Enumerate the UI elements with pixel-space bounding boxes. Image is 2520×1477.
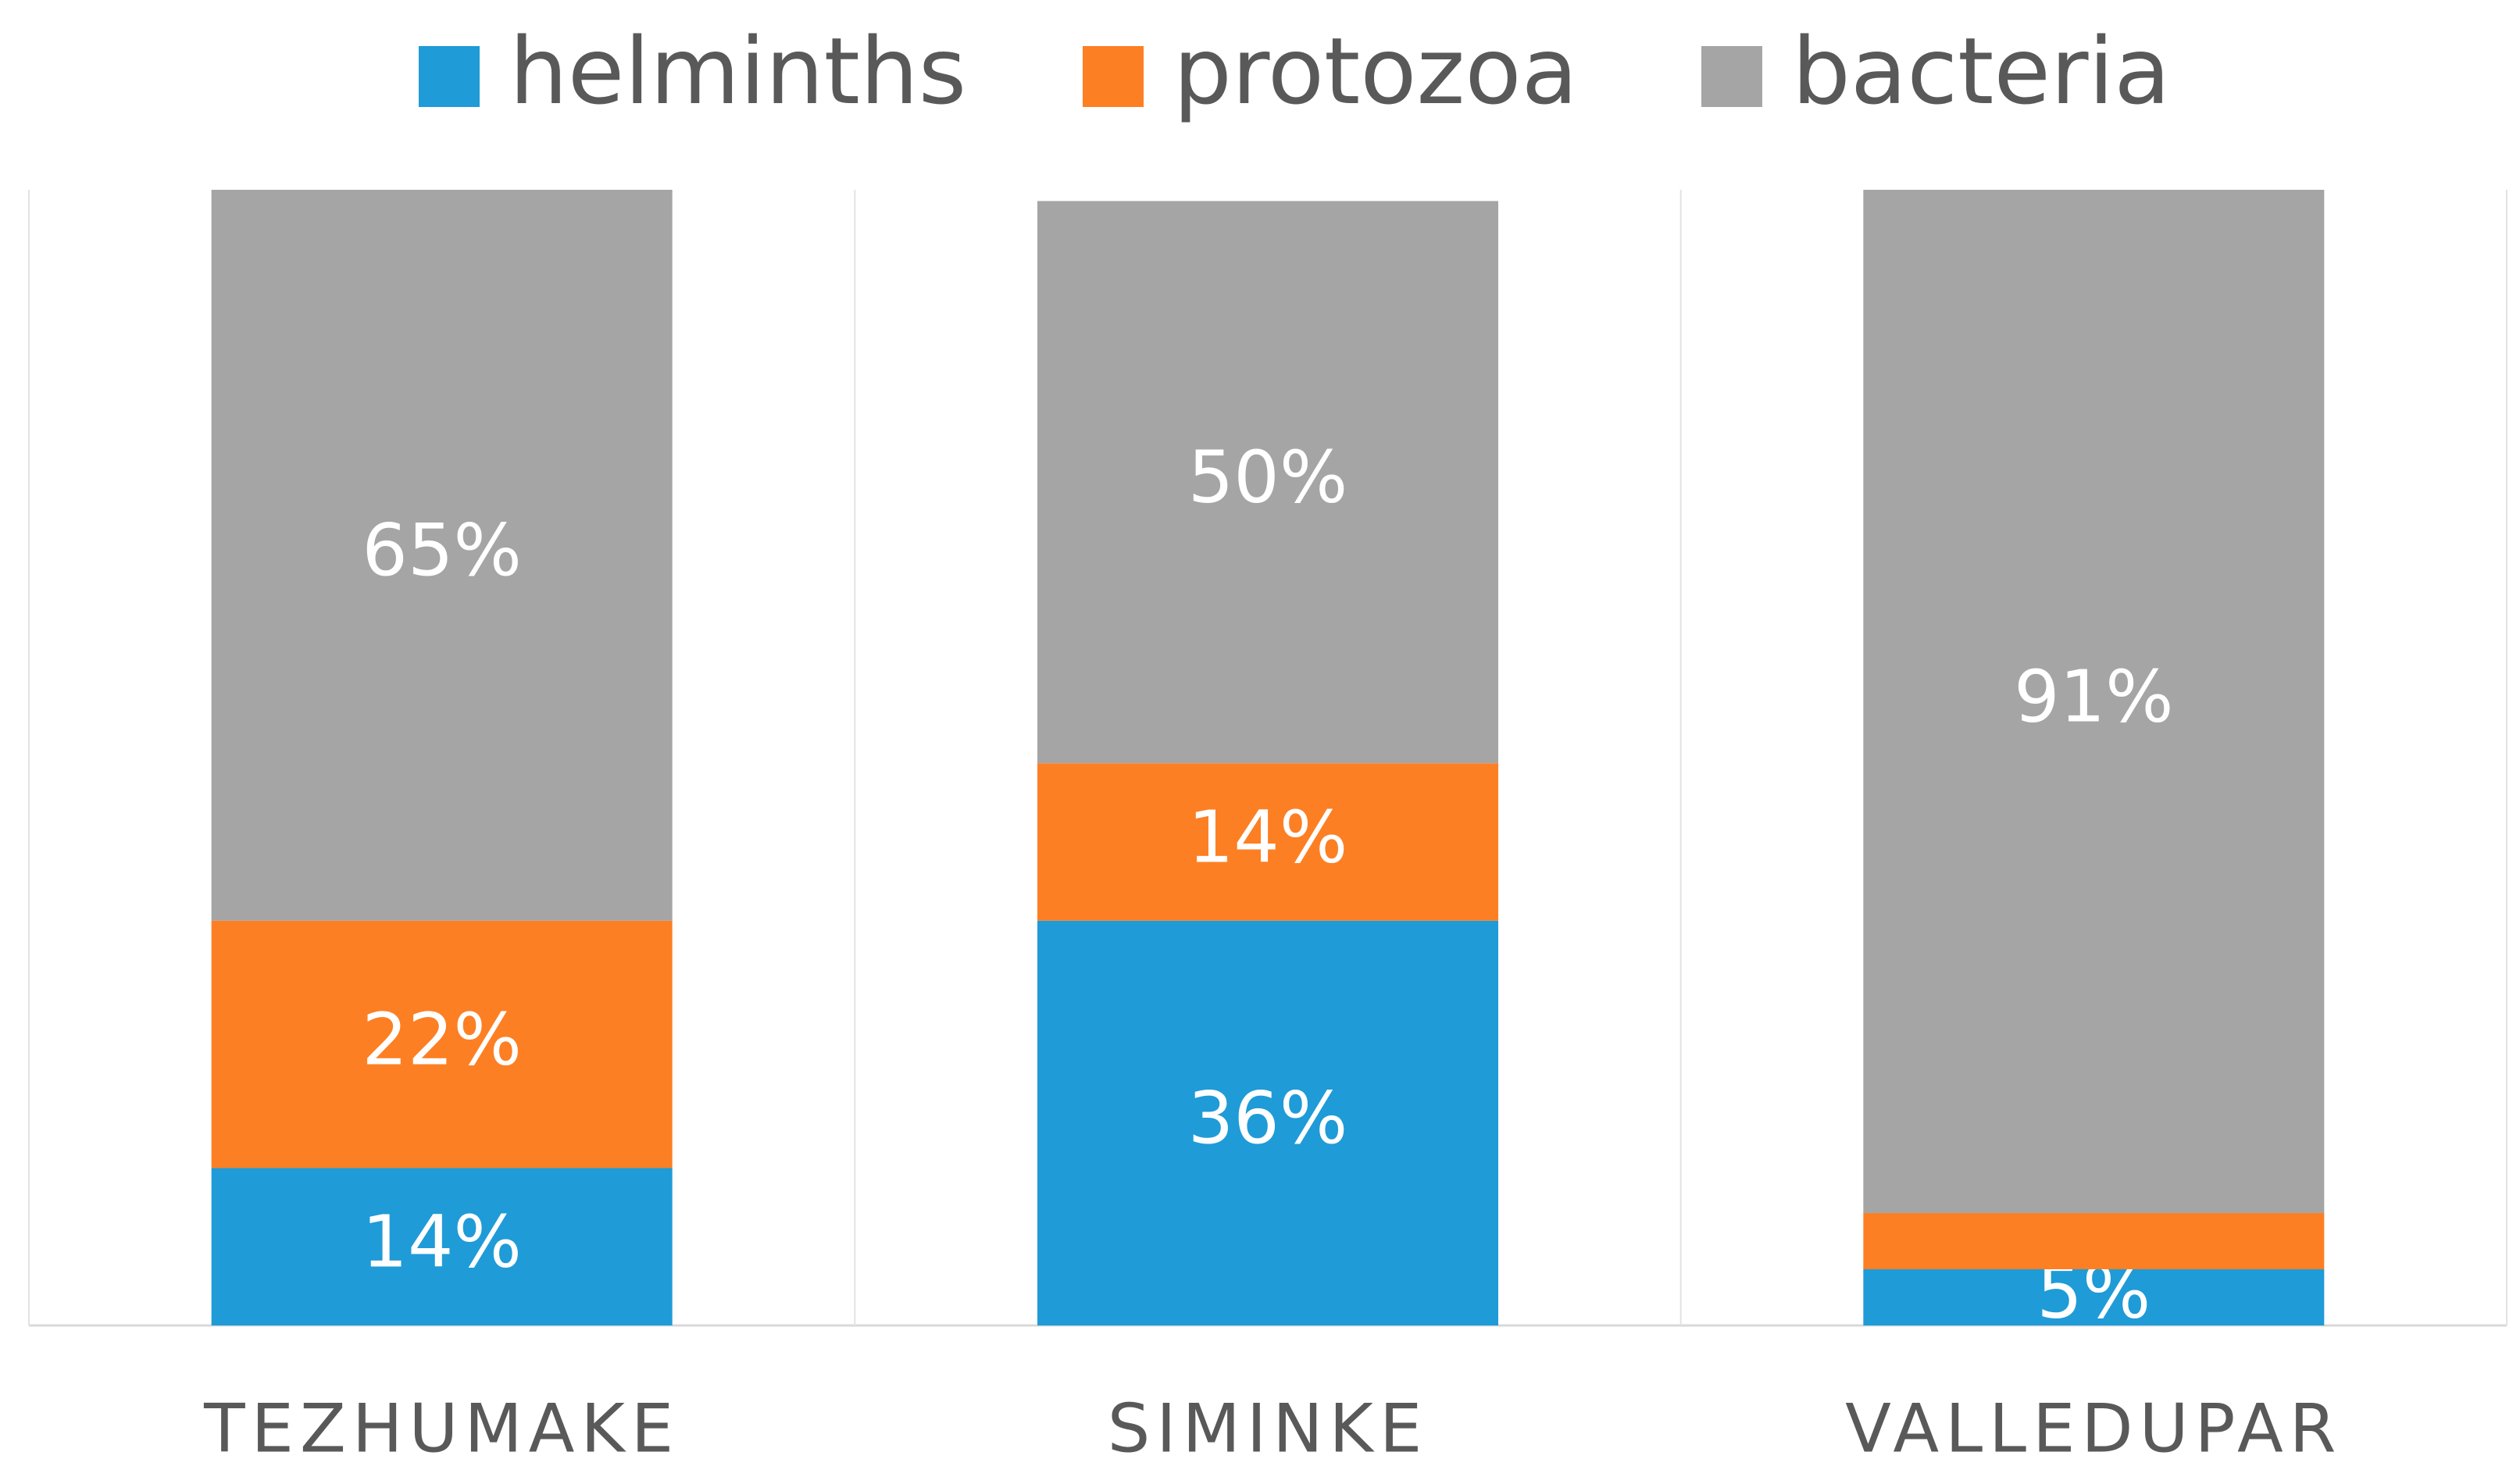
- legend-label: helminths: [509, 17, 966, 125]
- data-label: 50%: [1188, 436, 1347, 519]
- bar-segment: [1037, 201, 1498, 764]
- bar-segment: [211, 1168, 673, 1325]
- data-label: 91%: [2014, 655, 2173, 738]
- bar-segment: [211, 920, 673, 1168]
- x-tick-label: TEZHUMAKE: [203, 1390, 680, 1468]
- bar-segment: [1037, 920, 1498, 1325]
- legend-swatch: [1083, 46, 1144, 107]
- bar-segment: [211, 190, 673, 921]
- bar-segment: [1863, 1269, 2325, 1325]
- bar-segment: [1037, 763, 1498, 921]
- data-label: 22%: [362, 997, 521, 1081]
- legend-swatch: [1701, 46, 1762, 107]
- legend-label: bacteria: [1792, 17, 2171, 125]
- bar-segment: [1863, 1213, 2325, 1270]
- data-label: 36%: [1188, 1076, 1347, 1160]
- data-label: 14%: [362, 1201, 521, 1284]
- legend-label: protozoa: [1173, 17, 1578, 125]
- data-label: 65%: [362, 508, 521, 592]
- legend-swatch: [419, 46, 480, 107]
- x-tick-label: VALLEDUPAR: [1845, 1390, 2342, 1468]
- bar-segment: [1863, 190, 2325, 1214]
- data-label: 14%: [1188, 795, 1347, 879]
- x-tick-label: SIMINKE: [1108, 1390, 1429, 1468]
